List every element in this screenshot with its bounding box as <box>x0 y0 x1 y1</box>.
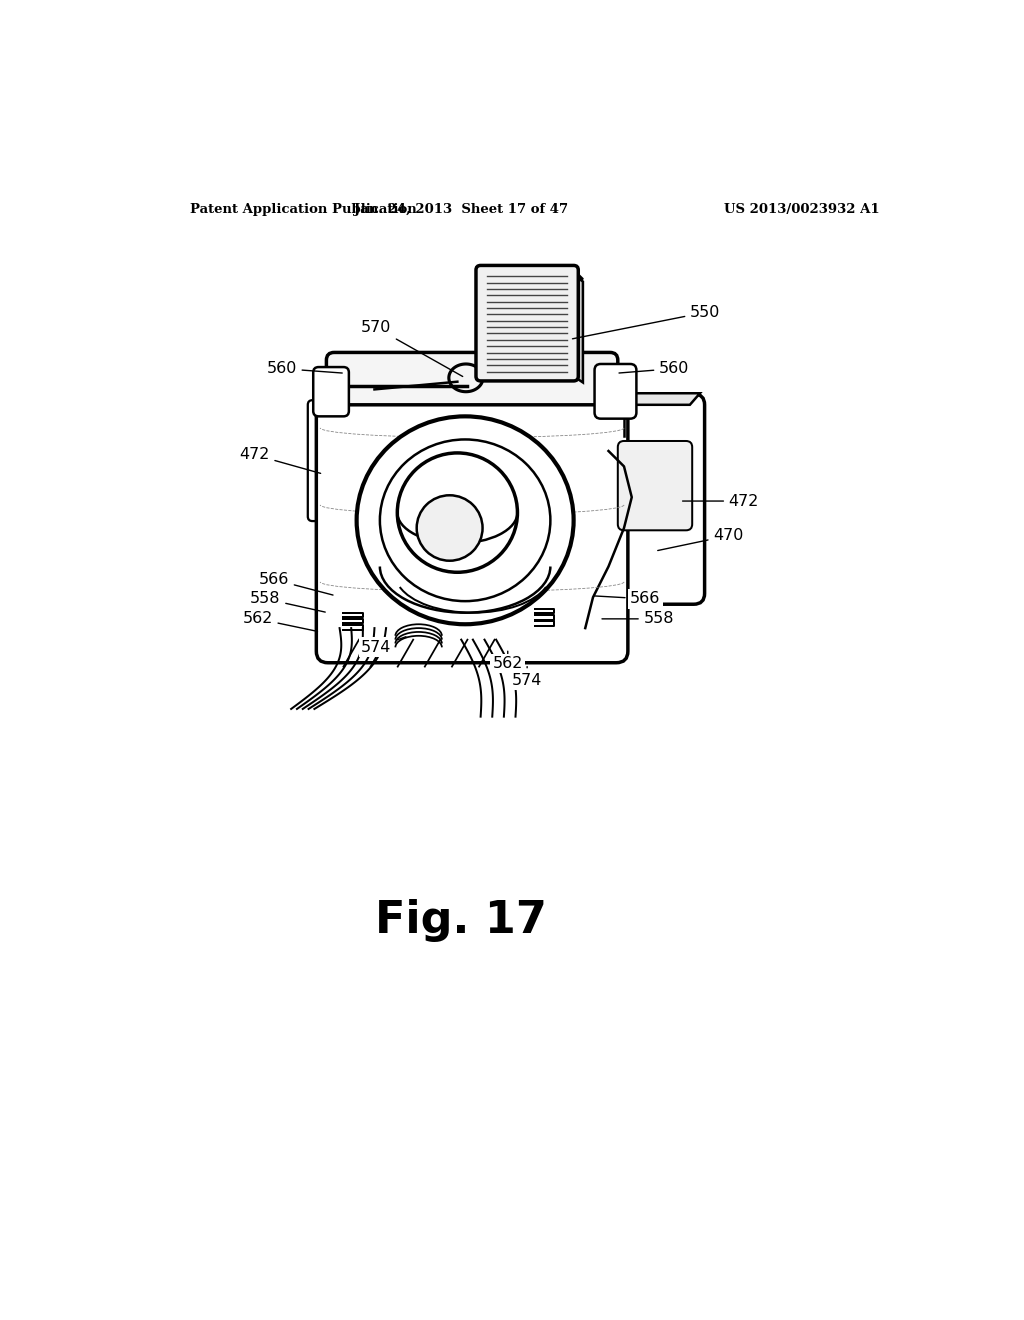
Text: Jan. 24, 2013  Sheet 17 of 47: Jan. 24, 2013 Sheet 17 of 47 <box>354 203 568 215</box>
Text: 472: 472 <box>240 447 321 474</box>
Ellipse shape <box>417 495 482 561</box>
FancyBboxPatch shape <box>313 367 349 416</box>
Text: 550: 550 <box>572 305 720 339</box>
Text: Fig. 17: Fig. 17 <box>376 899 547 942</box>
Text: 562: 562 <box>243 611 317 631</box>
Text: 574: 574 <box>361 636 406 655</box>
Ellipse shape <box>397 453 517 573</box>
Text: 470: 470 <box>657 528 743 550</box>
Text: Patent Application Publication: Patent Application Publication <box>190 203 417 215</box>
Ellipse shape <box>380 440 550 601</box>
Polygon shape <box>573 275 583 383</box>
Text: US 2013/0023932 A1: US 2013/0023932 A1 <box>724 203 880 215</box>
Text: 566: 566 <box>594 591 660 606</box>
Ellipse shape <box>356 416 573 624</box>
Text: 558: 558 <box>250 591 326 612</box>
FancyBboxPatch shape <box>316 378 628 663</box>
Text: 560: 560 <box>266 362 342 376</box>
Text: 560: 560 <box>620 362 689 376</box>
Polygon shape <box>483 271 583 280</box>
FancyBboxPatch shape <box>617 441 692 531</box>
Text: 566: 566 <box>259 572 333 595</box>
FancyBboxPatch shape <box>595 364 636 418</box>
Text: 472: 472 <box>683 494 759 508</box>
FancyBboxPatch shape <box>327 352 617 405</box>
FancyBboxPatch shape <box>308 400 334 521</box>
FancyBboxPatch shape <box>601 395 705 605</box>
Text: 562: 562 <box>493 651 523 671</box>
Polygon shape <box>621 393 700 405</box>
Text: 570: 570 <box>361 321 463 376</box>
FancyBboxPatch shape <box>476 265 579 381</box>
Text: 574: 574 <box>512 667 543 688</box>
Text: 558: 558 <box>602 611 674 627</box>
